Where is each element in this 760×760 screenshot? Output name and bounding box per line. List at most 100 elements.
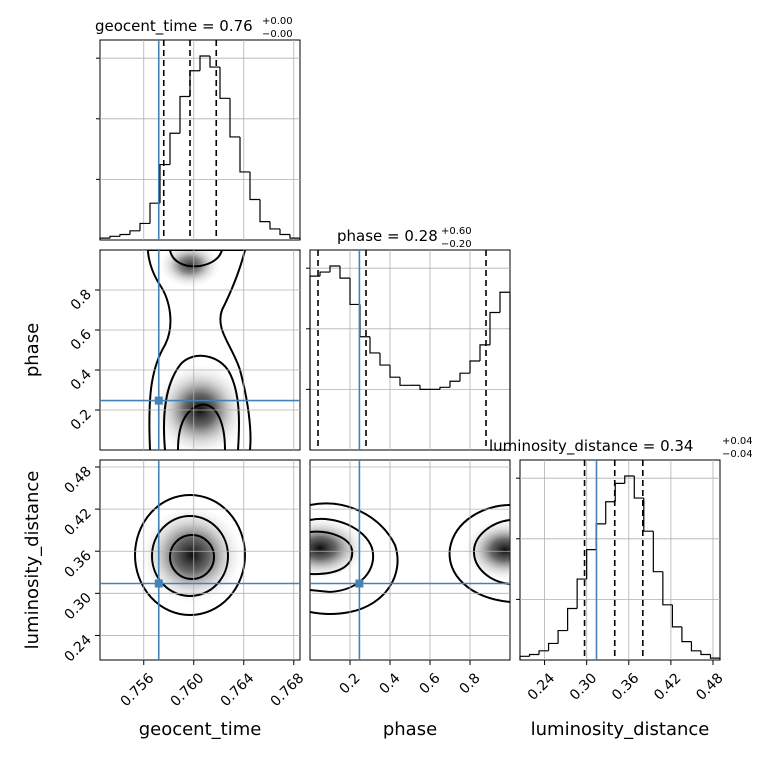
hist-bin-phase-18	[489, 311, 500, 345]
xtick-label-phase-3: 0.8	[457, 670, 484, 697]
hist-bin-geocent_time-11	[209, 56, 220, 68]
truth-marker-1-0	[154, 396, 163, 405]
hist-bin-phase-1	[319, 271, 330, 277]
hist-bin-geocent_time-17	[269, 221, 280, 230]
title-phase-plus: +0.60	[441, 226, 472, 237]
hist-bin-phase-13	[439, 386, 450, 390]
hist-bin-phase-5	[359, 304, 370, 338]
hist-bin-luminosity_distance-15	[662, 571, 673, 606]
hist-bin-luminosity_distance-8	[595, 523, 606, 550]
hist-bin-geocent_time-4	[139, 222, 150, 231]
title-phase-minus: −0.20	[441, 239, 472, 250]
panel-geocent-time-hist	[99, 39, 301, 241]
title-geocent-time-minus: −0.00	[262, 29, 293, 40]
hist-bin-luminosity_distance-3	[547, 642, 559, 651]
hist-bin-luminosity_distance-20	[709, 654, 720, 659]
xlabel-distance: luminosity_distance	[531, 719, 710, 740]
hist-bin-phase-19	[499, 291, 510, 313]
hist-bin-luminosity_distance-12	[633, 476, 644, 499]
xtick-label-luminosity_distance-0: 0.24	[525, 670, 558, 703]
hist-bin-phase-7	[379, 352, 390, 366]
hist-bin-luminosity_distance-0	[519, 655, 530, 660]
hist-bin-phase-17	[479, 344, 490, 362]
xtick-label-phase-0: 0.2	[337, 670, 364, 697]
xtick-label-geocent_time-3: 0.768	[268, 670, 308, 710]
hist-bin-geocent_time-9	[189, 70, 200, 97]
title-distance: luminosity_distance = 0.34	[489, 437, 693, 456]
hist-bin-geocent_time-3	[129, 230, 140, 235]
ytick-label-phase-2: 0.6	[68, 326, 95, 353]
xtick-label-geocent_time-1: 0.760	[168, 670, 208, 710]
hist-bin-luminosity_distance-18	[690, 641, 701, 652]
title-distance-minus: −0.04	[722, 449, 753, 460]
truth-marker-2-0	[154, 579, 163, 588]
hist-bin-luminosity_distance-4	[557, 629, 568, 644]
title-phase-name: phase	[337, 227, 382, 245]
hist-bin-luminosity_distance-10	[614, 482, 625, 502]
hist-bin-luminosity_distance-5	[567, 607, 578, 631]
panel-distance-hist	[519, 459, 721, 661]
hist-bin-geocent_time-13	[229, 98, 240, 138]
panel-distance-vs-geocent-time	[99, 459, 301, 661]
hist-bin-geocent_time-12	[219, 67, 230, 99]
hist-bin-geocent_time-1	[109, 235, 120, 239]
hist-bin-geocent_time-7	[169, 132, 180, 165]
hist-bin-geocent_time-2	[119, 233, 130, 237]
title-distance-name: luminosity_distance	[489, 437, 638, 456]
ytick-label-phase-0: 0.2	[68, 407, 95, 434]
hist-bin-phase-14	[449, 380, 460, 388]
hist-bin-phase-3	[339, 266, 350, 279]
ylabel-phase: phase	[22, 323, 43, 377]
hist-bin-geocent_time-19	[289, 234, 300, 239]
xlabel-phase: phase	[383, 719, 437, 740]
ytick-label-luminosity_distance-3: 0.42	[61, 506, 94, 539]
ytick-label-luminosity_distance-1: 0.30	[61, 590, 94, 623]
hist-bin-luminosity_distance-6	[576, 578, 587, 609]
hist-bin-luminosity_distance-9	[605, 501, 616, 524]
hist-bin-phase-9	[399, 377, 410, 386]
grid-layer	[100, 40, 720, 660]
xtick-label-luminosity_distance-1: 0.30	[567, 670, 600, 703]
hist-bin-luminosity_distance-16	[671, 604, 682, 628]
title-phase-median: 0.28	[404, 227, 437, 245]
hist-bin-luminosity_distance-7	[586, 549, 597, 580]
density-distance-vs-phase	[310, 502, 510, 615]
hist-bin-phase-16	[469, 360, 480, 374]
hist-bin-geocent_time-18	[279, 228, 290, 236]
density-distance-vs-geocent-time	[134, 494, 246, 616]
hist-bin-phase-15	[459, 372, 470, 382]
hist-bin-luminosity_distance-1	[528, 653, 540, 657]
xtick-label-luminosity_distance-3: 0.42	[651, 670, 684, 703]
truth-layer	[100, 40, 598, 660]
title-phase: phase = 0.28	[337, 227, 438, 245]
title-distance-median: 0.34	[660, 437, 693, 455]
ytick-label-luminosity_distance-0: 0.24	[61, 632, 94, 665]
quantile-layer	[162, 40, 644, 660]
hist-bin-luminosity_distance-19	[700, 650, 711, 656]
title-geocent-time-name: geocent_time	[95, 17, 197, 36]
xtick-label-luminosity_distance-4: 0.48	[693, 670, 726, 703]
hist-bin-geocent_time-6	[159, 163, 170, 204]
ytick-label-luminosity_distance-2: 0.36	[61, 548, 94, 581]
hist-bin-phase-6	[369, 336, 380, 354]
hist-bin-phase-11	[419, 385, 430, 390]
title-geocent-time-plus: +0.00	[262, 16, 293, 27]
truth-marker-2-1	[355, 579, 364, 588]
title-geocent-time: geocent_time = 0.76	[95, 17, 253, 36]
hist-bin-luminosity_distance-17	[681, 626, 692, 643]
ytick-label-phase-3: 0.8	[68, 287, 95, 314]
xlabel-geocent-time: geocent_time	[139, 719, 262, 740]
hist-bin-geocent_time-8	[179, 95, 190, 134]
hist-bin-geocent_time-16	[259, 199, 270, 223]
hist-bin-geocent_time-10	[199, 55, 210, 71]
hist-bin-phase-4	[349, 278, 360, 306]
xtick-label-phase-1: 0.4	[377, 670, 404, 697]
hist-bin-geocent_time-15	[249, 171, 260, 201]
hist-bin-luminosity_distance-14	[652, 531, 663, 573]
hist-bin-phase-2	[329, 265, 340, 273]
xtick-label-geocent_time-0: 0.756	[118, 670, 158, 710]
hist-bin-luminosity_distance-11	[624, 475, 635, 484]
hist-bin-phase-8	[389, 365, 400, 378]
ytick-label-phase-1: 0.4	[68, 366, 95, 393]
